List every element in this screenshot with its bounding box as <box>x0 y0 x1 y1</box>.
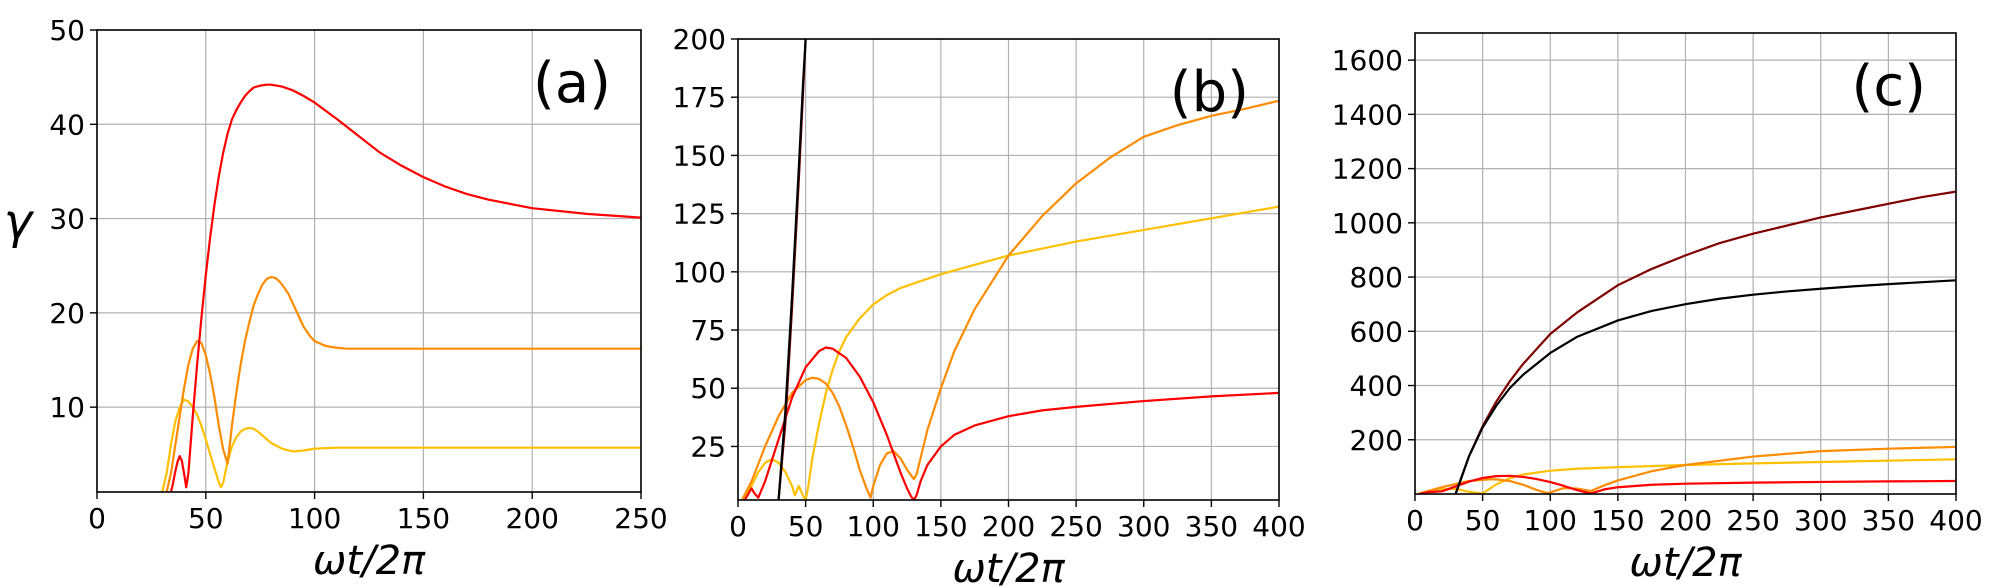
x-tick-label: 100 <box>288 502 341 535</box>
x-axis-label: ωt/2π <box>952 546 1065 588</box>
x-tick-label: 300 <box>1794 504 1847 537</box>
x-tick-label: 200 <box>505 502 558 535</box>
panel-label: (a) <box>533 51 611 116</box>
series-line <box>1417 445 1956 494</box>
y-tick-label: 40 <box>49 108 85 141</box>
series-line <box>740 99 1279 500</box>
series-line <box>161 398 641 492</box>
x-tick-label: 0 <box>1406 504 1424 537</box>
x-tick-label: 50 <box>788 510 824 543</box>
x-tick-label: 0 <box>88 502 106 535</box>
series-line <box>777 39 807 500</box>
x-tick-label: 250 <box>614 502 667 535</box>
x-tick-label: 350 <box>1862 504 1915 537</box>
y-tick-label: 100 <box>673 256 726 289</box>
y-tick-label: 175 <box>673 81 726 114</box>
series-line <box>169 83 641 492</box>
y-tick-label: 150 <box>673 139 726 172</box>
y-tick-label: 50 <box>690 372 726 405</box>
y-tick-label: 200 <box>673 23 726 56</box>
y-tick-label: 400 <box>1350 370 1403 403</box>
y-tick-label: 75 <box>690 314 726 347</box>
x-tick-label: 100 <box>847 510 900 543</box>
x-tick-label: 300 <box>1117 510 1170 543</box>
y-tick-label: 200 <box>1350 424 1403 457</box>
y-tick-label: 20 <box>49 297 85 330</box>
panel-label: (c) <box>1852 54 1926 119</box>
y-tick-label: 1400 <box>1332 98 1403 131</box>
x-tick-label: 250 <box>1726 504 1779 537</box>
y-tick-label: 125 <box>673 198 726 231</box>
series-line <box>1454 279 1956 494</box>
y-tick-label: 800 <box>1350 261 1403 294</box>
y-tick-label: 25 <box>690 430 726 463</box>
y-tick-label: 1600 <box>1332 44 1403 77</box>
plot-frame <box>96 29 642 493</box>
series-line <box>743 205 1279 500</box>
x-tick-label: 250 <box>1049 510 1102 543</box>
y-tick-label: 50 <box>49 14 85 47</box>
x-axis-label: ωt/2π <box>313 538 426 584</box>
y-tick-label: 600 <box>1350 315 1403 348</box>
x-tick-label: 150 <box>914 510 967 543</box>
x-tick-label: 0 <box>729 510 747 543</box>
x-axis-label: ωt/2π <box>1629 540 1742 586</box>
x-tick-label: 150 <box>1591 504 1644 537</box>
y-tick-label: 1000 <box>1332 207 1403 240</box>
series-line <box>165 275 641 492</box>
series-line <box>1420 474 1956 494</box>
x-tick-label: 200 <box>1659 504 1712 537</box>
x-tick-label: 200 <box>982 510 1035 543</box>
y-axis-label: γ <box>4 194 35 250</box>
series-line <box>743 346 1279 500</box>
x-tick-label: 400 <box>1252 510 1305 543</box>
y-tick-label: 30 <box>49 203 85 236</box>
panel-c: 0 50 100 150 200 250 300 350 400 200 400 600 800 1000… <box>1332 32 1983 586</box>
panel-a: 0 50 100 150 200 250 10 20 30 40 50 ωt/2π γ (a) <box>4 14 668 584</box>
x-tick-label: 400 <box>1929 504 1982 537</box>
panel-label: (b) <box>1170 60 1249 125</box>
x-tick-label: 350 <box>1185 510 1238 543</box>
x-tick-label: 50 <box>188 502 224 535</box>
x-tick-label: 150 <box>397 502 450 535</box>
x-tick-label: 50 <box>1465 504 1501 537</box>
y-tick-label: 10 <box>49 391 85 424</box>
y-tick-label: 1200 <box>1332 153 1403 186</box>
x-tick-label: 100 <box>1524 504 1577 537</box>
panel-b: 0 50 100 150 200 250 300 350 400 25 50 75 100 125 150 1… <box>673 23 1306 588</box>
